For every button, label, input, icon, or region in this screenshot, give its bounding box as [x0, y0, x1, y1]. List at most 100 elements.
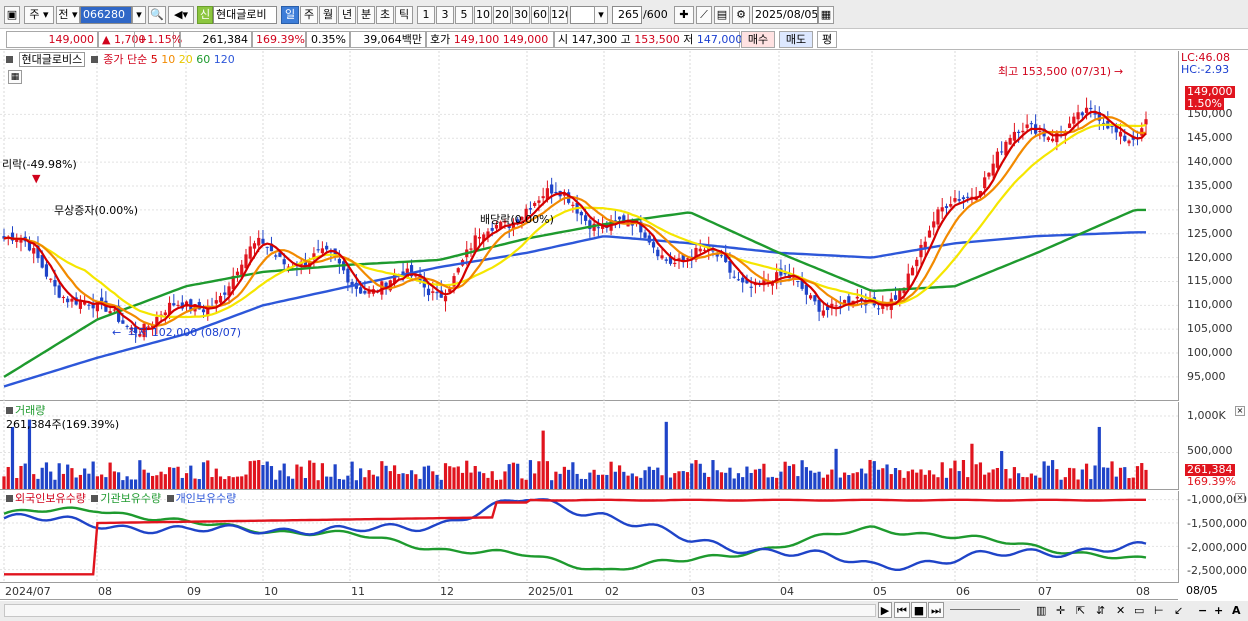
holders-close-icon[interactable]: × [1235, 493, 1245, 503]
volume-bar [605, 474, 609, 489]
volume-bar [800, 460, 804, 489]
view-mode-icon[interactable]: ▥ [1036, 604, 1047, 617]
candle [1029, 120, 1033, 135]
fit-icon[interactable]: ▭ [1134, 604, 1145, 617]
volume-chart-panel[interactable]: 거래량 261,384주(169.39%) [0, 402, 1178, 490]
chart-tools-icon[interactable]: ✚ [674, 6, 694, 24]
speaker-icon[interactable]: ◀▾ [168, 6, 194, 24]
volume-bar [1046, 465, 1050, 489]
volume-bar [1034, 475, 1038, 489]
split-icon[interactable]: ⇵ [1096, 604, 1106, 617]
low-value: 147,000 [696, 33, 743, 46]
interval-button-20[interactable]: 20 [493, 6, 511, 24]
rewind-icon[interactable]: ⏮ [894, 602, 910, 618]
bid-price: 149,000 [502, 33, 549, 46]
volume-bar [418, 478, 422, 489]
stop-icon[interactable]: ■ [911, 602, 927, 618]
tf-year-button[interactable]: 년 [338, 6, 356, 24]
window-menu-icon[interactable]: ▣ [4, 6, 20, 24]
volume-bar [15, 477, 19, 489]
ruler-icon[interactable]: ⊢ [1154, 604, 1164, 617]
candle [206, 299, 210, 321]
font-size-icon[interactable]: A [1232, 604, 1241, 617]
volume-bar [346, 475, 350, 489]
gear-icon[interactable]: ⚙ [732, 6, 750, 24]
volume-bar [477, 471, 482, 489]
interval-dropdown-icon[interactable]: ▾ [594, 6, 608, 24]
sell-button[interactable]: 매도 [779, 31, 813, 48]
scroll-right-icon[interactable]: ▶ [878, 602, 892, 618]
volume-bar [23, 463, 27, 489]
price-tick: 145,000 [1187, 131, 1233, 145]
tf-month-button[interactable]: 월 [319, 6, 337, 24]
interval-button-120[interactable]: 120 [550, 6, 568, 24]
volume-bar [1140, 463, 1144, 489]
volume-bar [87, 473, 91, 489]
volume-bar [944, 477, 949, 489]
interval-button-1[interactable]: 1 [417, 6, 435, 24]
candle [443, 289, 448, 312]
zoom-slider[interactable] [950, 609, 1020, 610]
candle [49, 278, 53, 283]
volume-bar [465, 460, 469, 489]
tf-second-button[interactable]: 초 [376, 6, 394, 24]
period-select[interactable]: 주 ▾ [24, 6, 54, 24]
interval-button-5[interactable]: 5 [455, 6, 473, 24]
chart-scrollbar[interactable] [4, 604, 876, 617]
candle [214, 291, 218, 314]
volume-bar [758, 468, 762, 489]
volume-close-icon[interactable]: × [1235, 406, 1245, 416]
interval-button-60[interactable]: 60 [531, 6, 549, 24]
volume-bar [494, 479, 499, 489]
price-chart-panel[interactable]: 현대글로비스 종가 단순 5 10 20 60 120 ▦ 리락(-49.98%… [0, 51, 1178, 401]
volume-bar [95, 476, 99, 489]
toolbar: ▣ 주 ▾ 전 ▾ 066280 ▾ 🔍 ◀▾ 신 현대글로비 일 주 월 년 … [0, 0, 1248, 29]
legend-ma-label: 종가 단순 [103, 53, 148, 66]
volume-bar [554, 471, 558, 489]
volume-bar [821, 477, 825, 489]
crosshair-icon[interactable]: ✛ [1056, 604, 1066, 617]
volume-bar [426, 465, 431, 489]
candle [1046, 136, 1050, 142]
zoom-in-icon[interactable]: + [1214, 604, 1224, 617]
code-dropdown-icon[interactable]: ▾ [132, 6, 146, 24]
stock-code-input[interactable]: 066280 [80, 6, 132, 24]
date-field[interactable]: 2025/08/05 [752, 6, 818, 24]
tf-week-button[interactable]: 주 [300, 6, 318, 24]
cross-icon[interactable]: ✕ [1116, 604, 1126, 617]
save-icon[interactable]: ▤ [714, 6, 730, 24]
new-badge: 신 [197, 6, 213, 24]
volume-bar [775, 477, 779, 489]
line-tool-icon[interactable]: ⟋ [696, 6, 712, 24]
data-count-field[interactable]: 265 [612, 6, 642, 24]
zoom-out-icon[interactable]: − [1198, 604, 1208, 617]
chart-grid-icon[interactable]: ▦ [8, 70, 22, 84]
volume-bar [1093, 465, 1097, 489]
volume-bar [770, 476, 775, 489]
arrow-icon[interactable]: ↙ [1174, 604, 1184, 617]
tf-day-button[interactable]: 일 [281, 6, 299, 24]
legend-stock-name[interactable]: 현대글로비스 [18, 52, 86, 67]
search-icon[interactable]: 🔍 [148, 6, 166, 24]
tf-tick-button[interactable]: 틱 [395, 6, 413, 24]
interval-button-30[interactable]: 30 [512, 6, 530, 24]
candle [426, 281, 431, 302]
prev-select[interactable]: 전 ▾ [56, 6, 80, 24]
price-tick: 120,000 [1187, 250, 1233, 264]
pointer-icon[interactable]: ⇱ [1076, 604, 1086, 617]
interval-button-3[interactable]: 3 [436, 6, 454, 24]
volume-bar [435, 474, 439, 489]
calendar-icon[interactable]: ▦ [818, 6, 834, 24]
interval-button-10[interactable]: 10 [474, 6, 492, 24]
candle [172, 294, 176, 307]
holders-chart-panel[interactable]: 외국인보유수량 기관보유수량 개인보유수량 [0, 491, 1178, 583]
tf-minute-button[interactable]: 분 [357, 6, 375, 24]
fast-forward-icon[interactable]: ⏭ [928, 602, 944, 618]
event-drop-arrow-icon: ▼ [32, 172, 41, 185]
volume-bar [783, 461, 787, 489]
evaluation-button[interactable]: 평 [817, 31, 837, 48]
volume-tag: 261,384 [1185, 463, 1235, 476]
stock-name-field[interactable]: 현대글로비 [213, 6, 277, 24]
holders-tick: -1,000,000 [1187, 493, 1247, 506]
buy-button[interactable]: 매수 [741, 31, 775, 48]
